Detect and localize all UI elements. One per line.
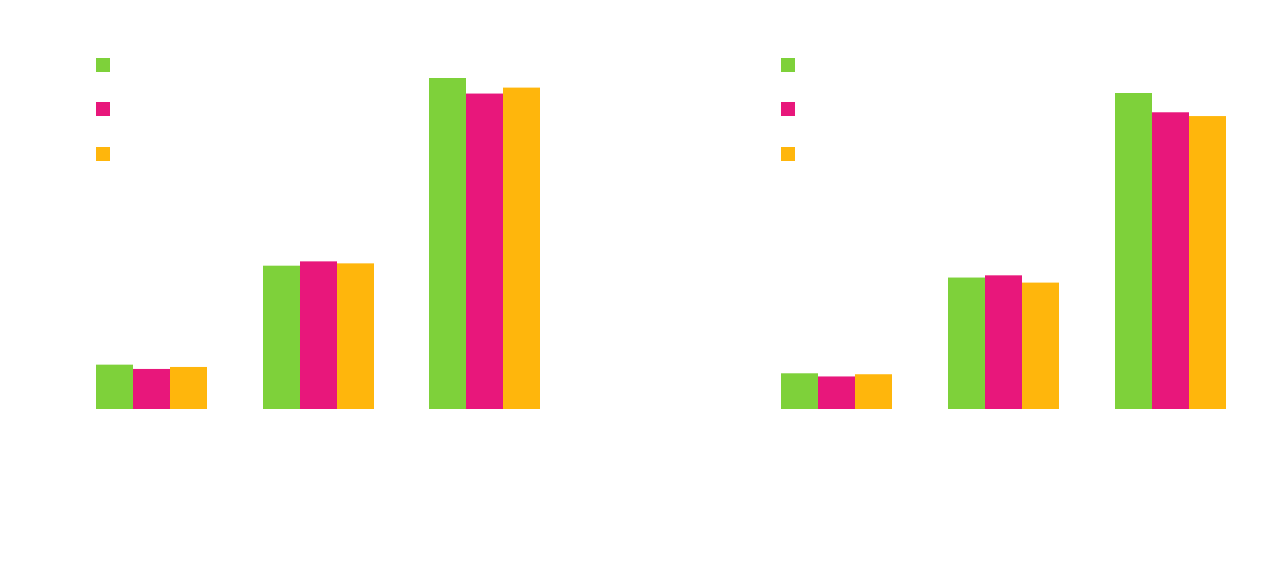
bar-orange-group-3 <box>1189 116 1226 409</box>
bar-orange-group-2 <box>1022 282 1059 409</box>
bar-orange-group-1 <box>170 366 207 409</box>
right-bar-chart <box>781 58 1226 409</box>
legend-swatch-magenta <box>96 102 110 116</box>
bar-orange-group-3 <box>503 87 540 409</box>
legend-swatch-orange <box>781 147 795 161</box>
bar-magenta-group-1 <box>818 376 855 409</box>
bar-green-group-1 <box>96 364 133 409</box>
bar-magenta-group-3 <box>1152 112 1189 409</box>
bar-magenta-group-1 <box>133 368 170 409</box>
legend-swatch-green <box>781 58 795 72</box>
bar-green-group-1 <box>781 373 818 409</box>
bar-magenta-group-3 <box>466 93 503 409</box>
legend-swatch-orange <box>96 147 110 161</box>
legend-swatch-magenta <box>781 102 795 116</box>
bar-orange-group-2 <box>337 263 374 409</box>
legend-swatch-green <box>96 58 110 72</box>
bar-magenta-group-2 <box>985 275 1022 409</box>
bar-green-group-3 <box>429 78 466 409</box>
bar-magenta-group-2 <box>300 261 337 409</box>
bar-green-group-2 <box>263 265 300 409</box>
bar-green-group-3 <box>1115 93 1152 409</box>
left-bar-chart <box>96 58 540 409</box>
bar-green-group-2 <box>948 277 985 409</box>
bar-orange-group-1 <box>855 374 892 409</box>
